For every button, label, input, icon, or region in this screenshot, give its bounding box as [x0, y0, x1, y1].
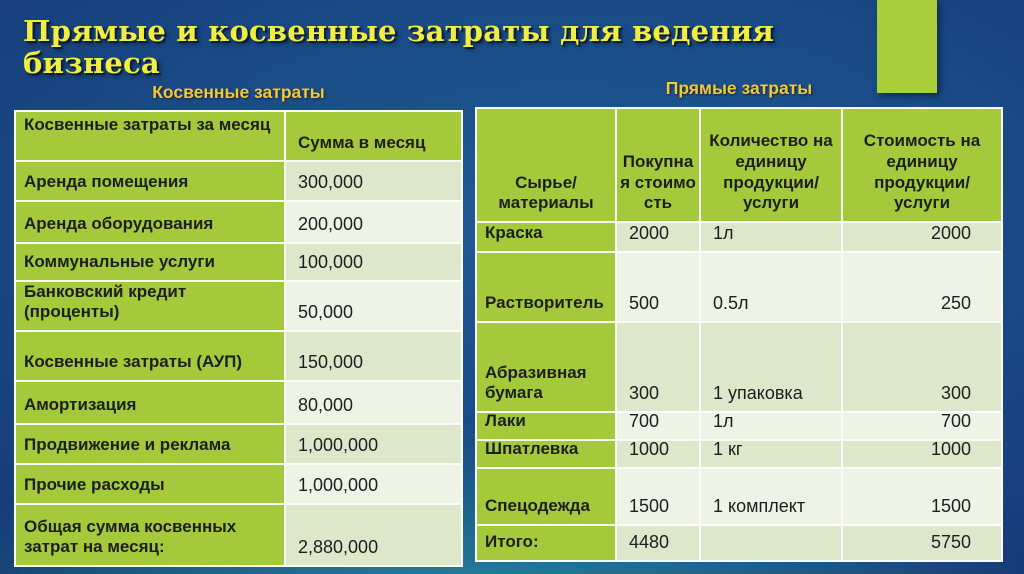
direct-costs-section-label: Прямые затраты — [665, 78, 813, 98]
direct-total-qty — [701, 526, 841, 560]
indirect-row-label: Продвижение и реклама — [16, 425, 284, 463]
direct-row-qty: 1л — [701, 413, 841, 439]
indirect-row-label: Коммунальные услуги — [16, 244, 284, 280]
direct-row-cost: 1000 — [843, 441, 1001, 467]
direct-row-qty: 0.5л — [701, 253, 841, 321]
direct-row-label: Абразивная бумага — [477, 323, 615, 411]
direct-row-purchase: 2000 — [617, 223, 699, 251]
direct-row-purchase: 700 — [617, 413, 699, 439]
indirect-costs-table: Косвенные затраты за месяц Сумма в месяц… — [14, 110, 463, 567]
direct-header-purchase-cost: Покупная стоимость — [617, 109, 699, 221]
indirect-row-label: Аренда оборудования — [16, 202, 284, 242]
direct-row-cost: 250 — [843, 253, 1001, 321]
direct-row-label: Краска — [477, 223, 615, 251]
direct-total-label: Итого: — [477, 526, 615, 560]
indirect-total-label: Общая сумма косвенных затрат на месяц: — [16, 505, 284, 565]
direct-total-purchase: 4480 — [617, 526, 699, 560]
direct-row-cost: 700 — [843, 413, 1001, 439]
slide-title: Прямые и косвенные затраты для ведения б… — [23, 14, 775, 80]
indirect-costs-section-label: Косвенные затраты — [152, 82, 325, 102]
direct-row-label: Растворитель — [477, 253, 615, 321]
indirect-row-label: Аренда помещения — [16, 162, 284, 200]
direct-row-label: Спецодежда — [477, 469, 615, 524]
direct-row-purchase: 1000 — [617, 441, 699, 467]
indirect-row-label: Косвенные затраты (АУП) — [16, 332, 284, 380]
indirect-row-label: Прочие расходы — [16, 465, 284, 503]
indirect-row-value: 100,000 — [286, 244, 461, 280]
indirect-row-value: 200,000 — [286, 202, 461, 242]
indirect-row-label: Амортизация — [16, 382, 284, 423]
direct-row-cost: 2000 — [843, 223, 1001, 251]
indirect-row-value: 300,000 — [286, 162, 461, 200]
indirect-header-name: Косвенные затраты за месяц — [16, 112, 284, 160]
direct-row-qty: 1 упаковка — [701, 323, 841, 411]
direct-header-materials: Сырье/материалы — [477, 109, 615, 221]
direct-row-label: Шпатлевка — [477, 441, 615, 467]
direct-row-purchase: 1500 — [617, 469, 699, 524]
direct-total-cost: 5750 — [843, 526, 1001, 560]
direct-row-cost: 1500 — [843, 469, 1001, 524]
direct-row-qty: 1л — [701, 223, 841, 251]
direct-row-qty: 1 комплект — [701, 469, 841, 524]
direct-header-qty-per-unit: Количество на единицу продукции/ услуги — [701, 109, 841, 221]
indirect-header-value: Сумма в месяц — [286, 112, 461, 160]
direct-costs-table: Сырье/материалы Покупная стоимость Колич… — [475, 107, 1003, 562]
indirect-row-label: Банковский кредит (проценты) — [16, 282, 284, 330]
direct-row-cost: 300 — [843, 323, 1001, 411]
indirect-row-value: 50,000 — [286, 282, 461, 330]
accent-rectangle — [877, 0, 937, 93]
indirect-row-value: 150,000 — [286, 332, 461, 380]
direct-row-label: Лаки — [477, 413, 615, 439]
indirect-row-value: 80,000 — [286, 382, 461, 423]
indirect-row-value: 1,000,000 — [286, 425, 461, 463]
direct-row-purchase: 300 — [617, 323, 699, 411]
direct-row-qty: 1 кг — [701, 441, 841, 467]
direct-row-purchase: 500 — [617, 253, 699, 321]
indirect-total-value: 2,880,000 — [286, 505, 461, 565]
direct-header-cost-per-unit: Стоимость на единицу продукции/ услуги — [843, 109, 1001, 221]
indirect-row-value: 1,000,000 — [286, 465, 461, 503]
